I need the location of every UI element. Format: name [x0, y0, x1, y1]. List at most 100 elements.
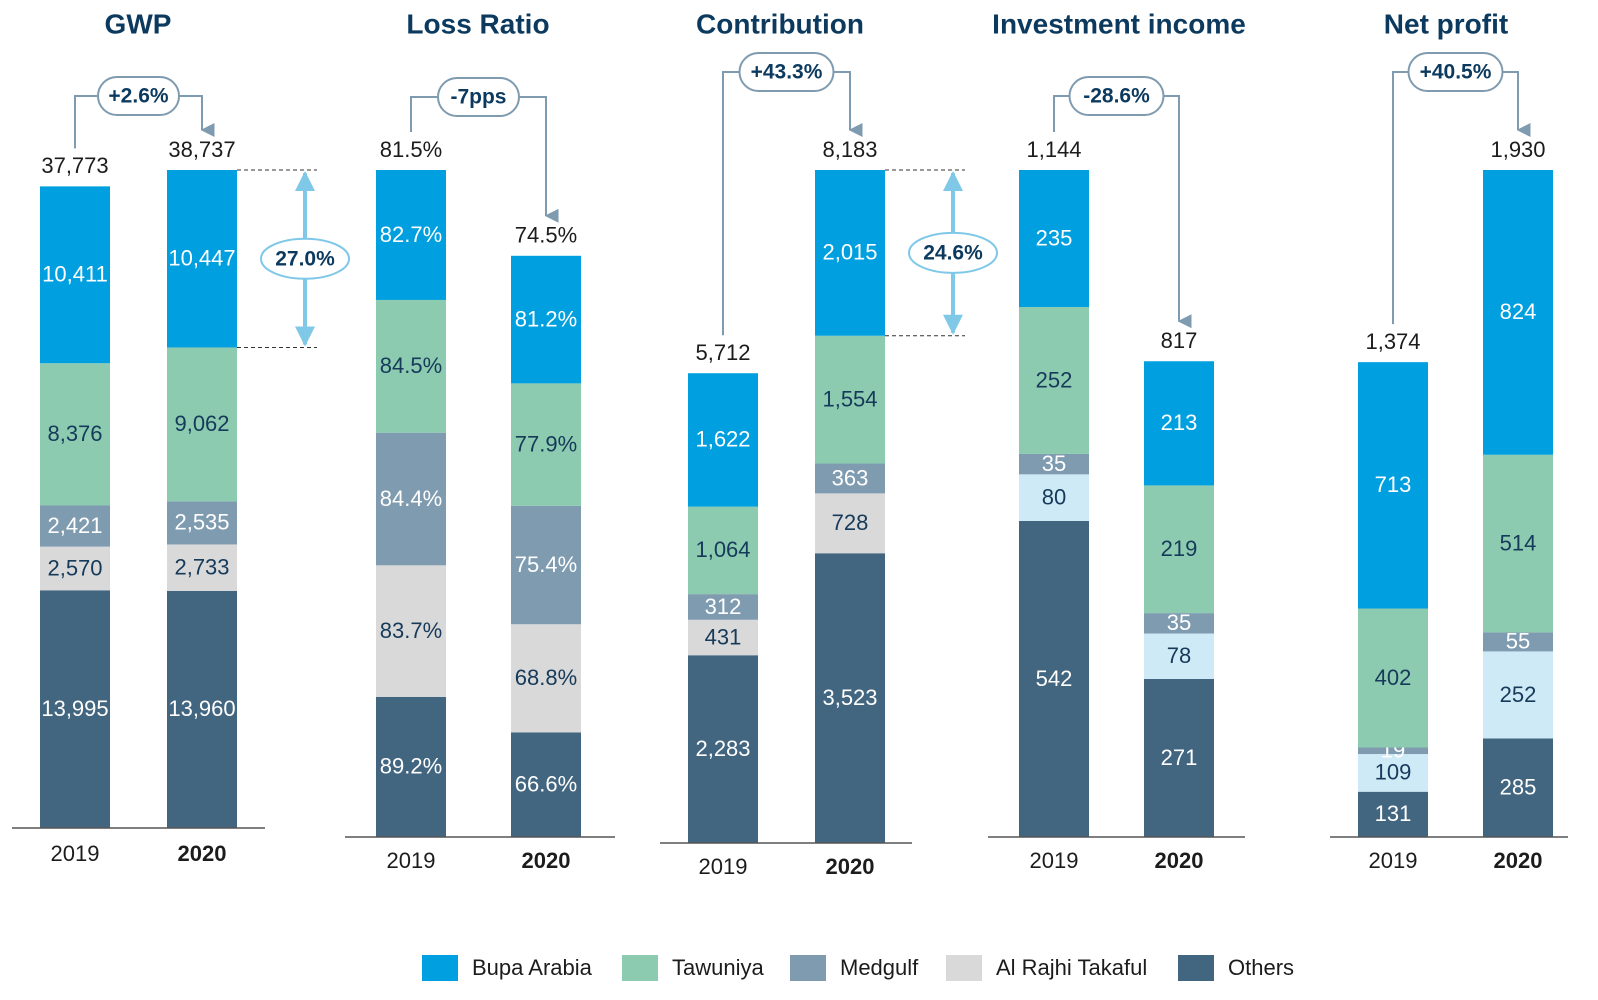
- x-tick-label: 2020: [522, 848, 571, 873]
- change-pill: [738, 52, 835, 92]
- bar-segment: [376, 565, 446, 697]
- change-label: -28.6%: [1083, 85, 1150, 108]
- value-label: 89.2%: [380, 754, 442, 779]
- bar-segment: [167, 347, 237, 502]
- value-label: 728: [832, 510, 869, 535]
- change-label: +43.3%: [751, 61, 823, 84]
- x-tick-label: 2019: [1030, 848, 1079, 873]
- bar-segment: [1019, 474, 1089, 521]
- x-tick-label: 2020: [178, 841, 227, 866]
- x-tick-label: 2019: [387, 848, 436, 873]
- value-label: 2,733: [174, 554, 229, 579]
- value-label: 66.6%: [515, 771, 577, 796]
- x-tick-label: 2020: [1155, 848, 1204, 873]
- value-label: 1,064: [695, 537, 750, 562]
- value-label: 81.2%: [515, 306, 577, 331]
- change-pill: [1407, 52, 1504, 92]
- value-label: 285: [1500, 775, 1537, 800]
- value-label: 542: [1036, 666, 1073, 691]
- value-label: 80: [1042, 484, 1066, 509]
- x-tick-label: 2019: [1369, 848, 1418, 873]
- bar-segment: [511, 383, 581, 506]
- bar-segment: [1483, 632, 1553, 652]
- bar-segment: [376, 432, 446, 566]
- total-label: 38,737: [168, 137, 235, 162]
- bar-segment: [167, 170, 237, 348]
- value-label: 84.4%: [380, 486, 442, 511]
- value-label: 1,622: [695, 427, 750, 452]
- bar-segment: [815, 335, 885, 464]
- bar-segment: [1019, 520, 1089, 837]
- bar-segment: [1483, 454, 1553, 633]
- value-label: 431: [705, 624, 742, 649]
- bar-segment: [815, 170, 885, 336]
- total-label: 1,144: [1026, 137, 1081, 162]
- bar-segment: [376, 170, 446, 300]
- bar-segment: [167, 544, 237, 591]
- bar-segment: [511, 732, 581, 837]
- bar-segment: [40, 590, 110, 828]
- change-pill: [437, 77, 520, 117]
- change-pill: [97, 76, 180, 116]
- change-label: +2.6%: [108, 85, 168, 108]
- value-label: 78: [1167, 643, 1191, 668]
- bar-segment: [1144, 485, 1214, 614]
- value-label: 713: [1375, 472, 1412, 497]
- bar-segment: [1144, 678, 1214, 837]
- bar-segment: [511, 624, 581, 733]
- panel-title: Loss Ratio: [406, 8, 549, 39]
- value-label: 1,554: [822, 386, 877, 411]
- bar-segment: [1019, 170, 1089, 308]
- bar-segment: [688, 594, 758, 620]
- bar-segment: [1483, 738, 1553, 837]
- total-label: 37,773: [41, 153, 108, 178]
- total-label: 817: [1161, 328, 1198, 353]
- legend-label: Al Rajhi Takaful: [996, 955, 1147, 980]
- bar-segment: [376, 696, 446, 837]
- x-tick-label: 2020: [826, 854, 875, 879]
- x-tick-label: 2019: [699, 854, 748, 879]
- value-label: 252: [1500, 682, 1537, 707]
- value-label: 8,376: [47, 421, 102, 446]
- panel-title: Contribution: [696, 8, 864, 39]
- value-label: 35: [1042, 451, 1066, 476]
- legend-label: Medgulf: [840, 955, 919, 980]
- bar-segment: [688, 655, 758, 843]
- value-label: 10,447: [168, 246, 235, 271]
- value-label: 82.7%: [380, 222, 442, 247]
- bar-segment: [1483, 651, 1553, 739]
- total-label: 81.5%: [380, 137, 442, 162]
- legend-label: Tawuniya: [672, 955, 764, 980]
- legend-swatch: [946, 955, 982, 981]
- legend-swatch: [422, 955, 458, 981]
- bar-segment: [40, 186, 110, 364]
- bar-segment: [1019, 307, 1089, 454]
- value-label: 252: [1036, 367, 1073, 392]
- total-label: 8,183: [822, 137, 877, 162]
- value-label: 83.7%: [380, 618, 442, 643]
- value-label: 824: [1500, 299, 1537, 324]
- legend-label: Others: [1228, 955, 1294, 980]
- value-label: 2,535: [174, 510, 229, 535]
- value-label: 235: [1036, 225, 1073, 250]
- bar-segment: [1144, 613, 1214, 634]
- bar-segment: [511, 255, 581, 384]
- bar-segment: [1144, 633, 1214, 679]
- change-pill: [1068, 76, 1165, 116]
- bar-segment: [167, 590, 237, 828]
- value-label: 9,062: [174, 411, 229, 436]
- value-label: 75.4%: [515, 552, 577, 577]
- change-label: -7pps: [450, 86, 506, 109]
- panel-title: GWP: [105, 8, 172, 39]
- value-label: 109: [1375, 760, 1412, 785]
- total-label: 74.5%: [515, 223, 577, 248]
- bar-segment: [688, 619, 758, 656]
- total-label: 1,930: [1490, 137, 1545, 162]
- value-label: 2,570: [47, 555, 102, 580]
- value-label: 77.9%: [515, 431, 577, 456]
- bar-segment: [376, 299, 446, 433]
- value-label: 84.5%: [380, 353, 442, 378]
- bar-segment: [815, 463, 885, 494]
- bar-segment: [1144, 361, 1214, 486]
- bar-segment: [40, 505, 110, 547]
